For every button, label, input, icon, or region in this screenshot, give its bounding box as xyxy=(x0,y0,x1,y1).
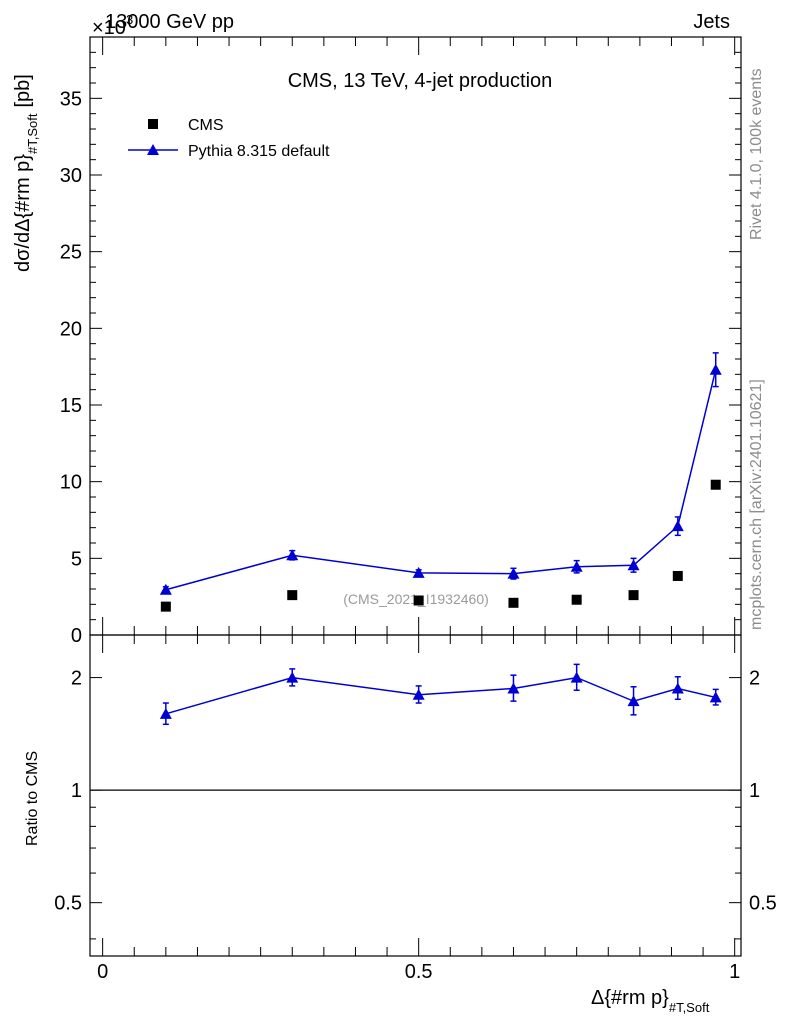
x-ticks: 0 0.5 1 xyxy=(97,37,740,983)
main-y-tick-label: 10 xyxy=(60,472,82,494)
x-tick-label: 0.5 xyxy=(405,961,433,983)
main-y-tick-label: 35 xyxy=(60,88,82,110)
ratio-point xyxy=(570,671,583,683)
ratio-y-tick-label-right: 1 xyxy=(749,780,760,802)
ratio-y-axis-label: Ratio to CMS xyxy=(24,751,41,846)
main-y-tick-label: 0 xyxy=(71,625,82,647)
pythia-point xyxy=(671,520,684,532)
plot-title: CMS, 13 TeV, 4-jet production xyxy=(288,70,553,92)
category-label: Jets xyxy=(693,11,730,33)
ratio-point xyxy=(709,691,722,703)
ratio-y-tick-label-right: 2 xyxy=(749,668,760,690)
main-y-tick-label: 30 xyxy=(60,165,82,187)
x-tick-label: 0 xyxy=(97,961,108,983)
pythia-point xyxy=(412,566,425,578)
energy-label: 13000 GeV pp xyxy=(105,11,234,33)
ratio-y-tick-label: 2 xyxy=(71,668,82,690)
legend-label-pythia: Pythia 8.315 default xyxy=(188,143,330,160)
x-axis-label: Δ{#rm p}#T,Soft xyxy=(591,987,710,1015)
cms-point xyxy=(672,570,683,581)
pythia-point xyxy=(709,363,722,375)
ratio-data-layer xyxy=(90,663,741,791)
main-y-ticks: 0 5 10 15 20 25 30 35 xyxy=(60,51,741,647)
legend: CMS Pythia 8.315 default xyxy=(128,117,330,160)
legend-marker-pythia xyxy=(147,144,159,155)
main-y-tick-label: 25 xyxy=(60,242,82,264)
ratio-series-line xyxy=(165,676,716,715)
ratio-point xyxy=(286,671,299,683)
pythia-point xyxy=(159,583,172,595)
pythia-point xyxy=(507,567,520,579)
main-y-tick-label: 15 xyxy=(60,395,82,417)
ratio-plot-frame xyxy=(89,634,742,957)
legend-label-cms: CMS xyxy=(188,117,224,134)
rivet-label: Rivet 4.1.0, 100k events xyxy=(748,68,765,240)
scale-factor: ×103 xyxy=(92,12,133,39)
cms-point xyxy=(287,590,298,601)
ratio-y-tick-label: 1 xyxy=(71,780,82,802)
pythia-series-line xyxy=(165,369,717,591)
main-y-axis-label: dσ/dΔ{#rm p}#T,Soft[pb] xyxy=(12,74,40,272)
main-data-layer xyxy=(159,352,722,612)
ratio-y-ticks: 0.5 0.5 1 1 2 2 xyxy=(54,668,777,940)
ratio-point xyxy=(412,688,425,700)
pythia-point xyxy=(570,560,583,572)
mcplots-label: mcplots.cern.ch [arXiv:2401.10621] xyxy=(748,379,765,630)
ratio-point xyxy=(671,682,684,694)
main-y-tick-label: 20 xyxy=(60,318,82,340)
ratio-y-tick-label-right: 0.5 xyxy=(749,893,777,915)
ratio-point xyxy=(507,682,520,694)
cms-point xyxy=(571,594,582,605)
cms-point xyxy=(628,590,639,601)
ratio-point xyxy=(627,695,640,707)
cms-point xyxy=(413,595,424,606)
cms-point xyxy=(710,479,721,490)
cms-point xyxy=(508,597,519,608)
pythia-point xyxy=(286,549,299,561)
ratio-point xyxy=(159,707,172,719)
ratio-y-tick-label: 0.5 xyxy=(54,893,82,915)
main-y-tick-label: 5 xyxy=(71,548,82,570)
legend-marker-cms xyxy=(148,119,158,129)
pythia-point xyxy=(627,559,640,571)
cms-point xyxy=(160,601,171,612)
x-tick-label: 1 xyxy=(729,961,740,983)
